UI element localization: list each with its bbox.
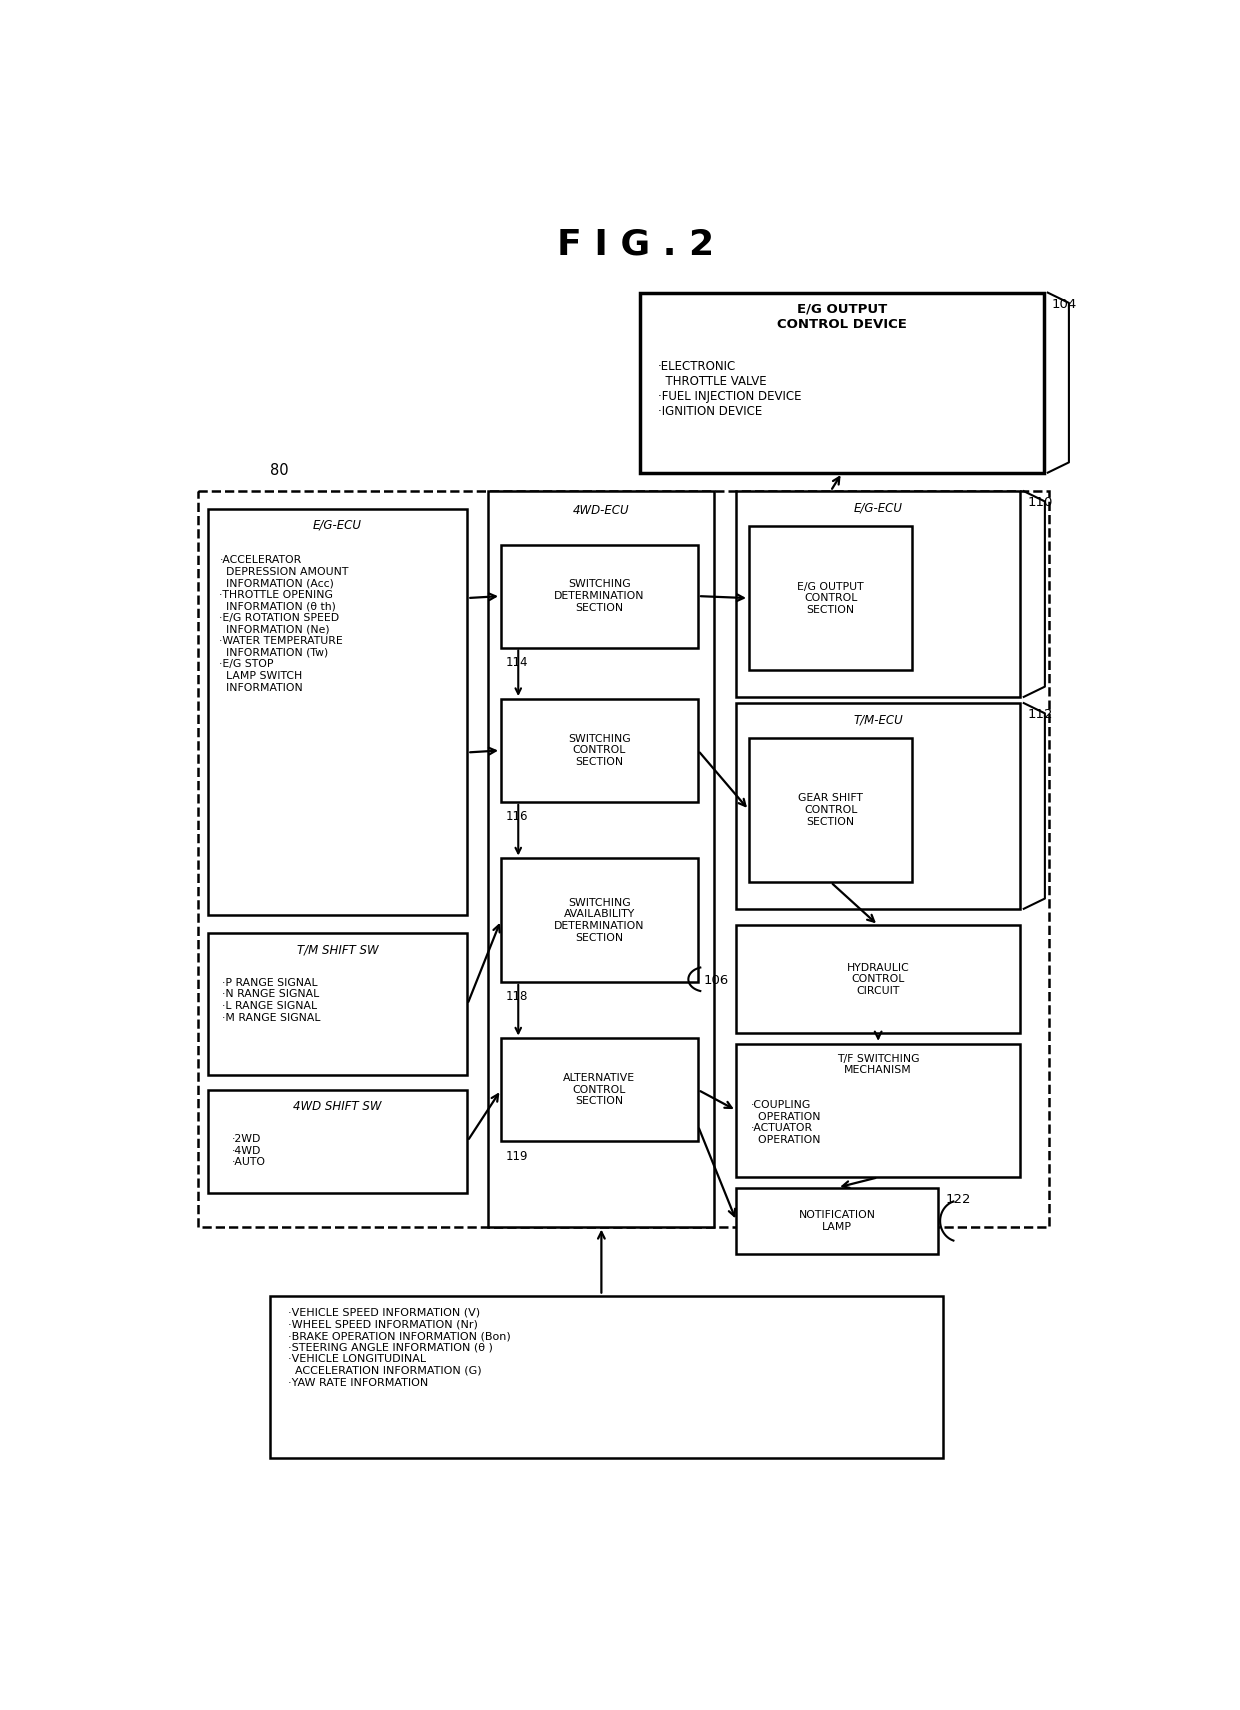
Text: 119: 119 [506,1149,528,1163]
Text: T/F SWITCHING
MECHANISM: T/F SWITCHING MECHANISM [837,1053,919,1076]
Text: HYDRAULIC
CONTROL
CIRCUIT: HYDRAULIC CONTROL CIRCUIT [847,963,909,995]
Text: 114: 114 [506,655,528,669]
Text: GEAR SHIFT
CONTROL
SECTION: GEAR SHIFT CONTROL SECTION [799,793,863,826]
Text: 118: 118 [506,990,528,1004]
Text: E/G-ECU: E/G-ECU [853,501,903,515]
Text: ·VEHICLE SPEED INFORMATION (V)
·WHEEL SPEED INFORMATION (Nr)
·BRAKE OPERATION IN: ·VEHICLE SPEED INFORMATION (V) ·WHEEL SP… [288,1308,511,1387]
Text: F I G . 2: F I G . 2 [557,227,714,262]
Bar [501,699,698,802]
Bar [270,1296,942,1459]
Text: SWITCHING
CONTROL
SECTION: SWITCHING CONTROL SECTION [568,734,631,768]
Text: ·2WD
·4WD
·AUTO: ·2WD ·4WD ·AUTO [232,1134,265,1168]
Text: 106: 106 [703,975,729,987]
Text: SWITCHING
DETERMINATION
SECTION: SWITCHING DETERMINATION SECTION [554,580,645,612]
Bar [198,491,1049,1226]
Text: 4WD-ECU: 4WD-ECU [573,503,630,516]
Text: E/G-ECU: E/G-ECU [312,518,362,532]
Bar [501,545,698,648]
Text: E/G OUTPUT
CONTROL DEVICE: E/G OUTPUT CONTROL DEVICE [777,303,906,332]
Text: NOTIFICATION
LAMP: NOTIFICATION LAMP [799,1211,875,1231]
Text: 116: 116 [506,811,528,823]
Text: T/M-ECU: T/M-ECU [853,713,903,727]
Bar [501,1038,698,1141]
Text: T/M SHIFT SW: T/M SHIFT SW [296,944,378,958]
Text: 112: 112 [1028,708,1053,722]
Text: E/G OUTPUT
CONTROL
SECTION: E/G OUTPUT CONTROL SECTION [797,581,864,616]
Text: 104: 104 [1052,298,1076,311]
Text: 80: 80 [270,463,289,477]
Bar [749,739,913,882]
Bar [208,1089,467,1194]
Text: ·COUPLING
  OPERATION
·ACTUATOR
  OPERATION: ·COUPLING OPERATION ·ACTUATOR OPERATION [751,1100,821,1146]
Bar [208,934,467,1076]
Text: ·ELECTRONIC
  THROTTLE VALVE
·FUEL INJECTION DEVICE
·IGNITION DEVICE: ·ELECTRONIC THROTTLE VALVE ·FUEL INJECTI… [657,359,801,417]
Bar [737,1043,1019,1176]
Bar [737,703,1019,908]
Bar [208,508,467,915]
Bar [737,491,1019,698]
Text: 110: 110 [1028,496,1053,510]
Bar [737,925,1019,1033]
Text: ALTERNATIVE
CONTROL
SECTION: ALTERNATIVE CONTROL SECTION [563,1074,636,1106]
Text: ·P RANGE SIGNAL
·N RANGE SIGNAL
·L RANGE SIGNAL
·M RANGE SIGNAL: ·P RANGE SIGNAL ·N RANGE SIGNAL ·L RANGE… [222,978,321,1023]
Text: 122: 122 [946,1194,971,1206]
Bar [749,527,913,670]
Bar [501,858,698,982]
Text: 4WD SHIFT SW: 4WD SHIFT SW [294,1100,382,1113]
Bar [737,1187,939,1255]
Text: ·ACCELERATOR
  DEPRESSION AMOUNT
  INFORMATION (Acc)
·THROTTLE OPENING
  INFORMA: ·ACCELERATOR DEPRESSION AMOUNT INFORMATI… [219,556,348,693]
Bar [640,292,1044,472]
Bar [489,491,714,1226]
Text: SWITCHING
AVAILABILITY
DETERMINATION
SECTION: SWITCHING AVAILABILITY DETERMINATION SEC… [554,898,645,942]
